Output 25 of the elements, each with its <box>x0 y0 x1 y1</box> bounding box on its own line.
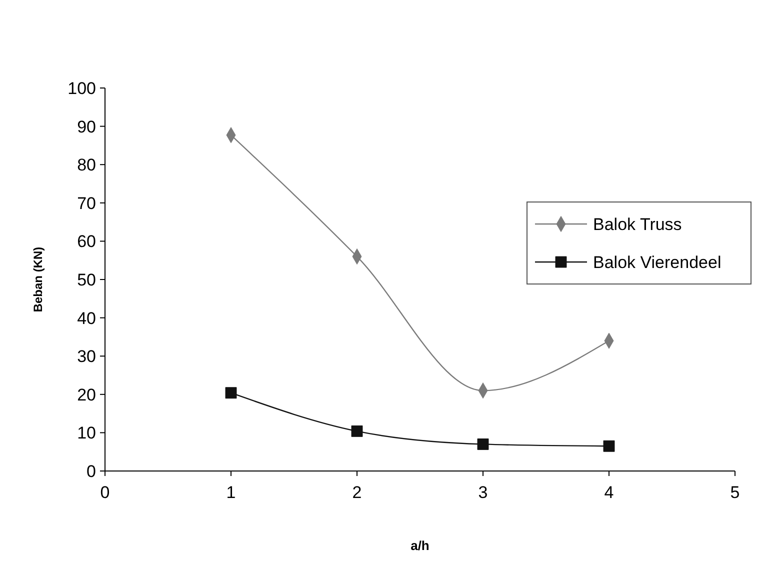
x-tick-label: 1 <box>226 483 236 502</box>
x-tick-label: 0 <box>100 483 110 502</box>
y-tick-label: 20 <box>77 385 96 404</box>
y-tick-label: 30 <box>77 347 96 366</box>
y-tick-label: 90 <box>77 117 96 136</box>
x-tick-label: 2 <box>352 483 362 502</box>
point <box>351 425 363 437</box>
y-tick-label: 0 <box>86 462 96 481</box>
y-axis-title: Beban (KN) <box>31 246 45 312</box>
y-tick-label: 40 <box>77 308 96 328</box>
y-tick-label: 50 <box>77 270 96 290</box>
x-tick-label: 5 <box>730 483 740 502</box>
x-tick-label: 4 <box>604 483 614 502</box>
point <box>225 387 237 399</box>
x-tick-label: 3 <box>478 483 488 502</box>
y-tick-label: 10 <box>77 424 96 443</box>
y-tick-label: 80 <box>77 156 96 175</box>
y-tick-label: 60 <box>77 232 96 252</box>
legend-label: Balok Vierendeel <box>593 252 722 272</box>
x-axis-title: a/h <box>410 538 430 553</box>
legend-label: Balok Truss <box>593 214 682 234</box>
y-tick-label: 70 <box>77 194 96 213</box>
point <box>603 440 615 452</box>
point <box>477 438 489 450</box>
y-tick-label: 100 <box>68 78 96 98</box>
